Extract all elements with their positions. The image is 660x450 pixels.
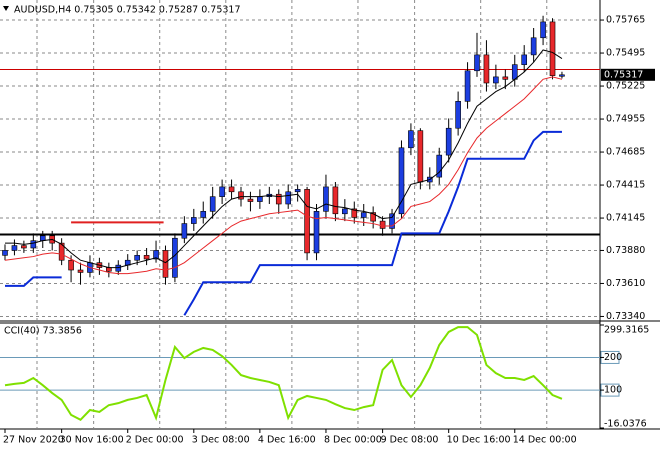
last-price-label: 0.75317 — [604, 69, 643, 80]
candle-body — [219, 186, 225, 197]
candle-body — [408, 130, 414, 149]
last-price-box — [601, 68, 655, 81]
candle-body — [474, 54, 480, 72]
candle-body — [162, 250, 169, 278]
x-tick-label: 9 Dec 08:00 — [381, 435, 439, 446]
candle-body — [11, 245, 18, 251]
y-tick-label: 0.73610 — [606, 278, 645, 289]
candle-body — [2, 250, 8, 256]
candle-body — [323, 186, 329, 212]
candle-body — [436, 154, 443, 178]
candle-body — [304, 189, 310, 254]
y-tick-label: 0.75225 — [606, 81, 645, 92]
y-tick-label: 0.74685 — [606, 147, 645, 158]
candle-body — [370, 212, 376, 222]
candle-body — [530, 37, 537, 56]
candle-body — [360, 212, 367, 218]
indicator-line — [4, 76, 563, 275]
candle-body — [257, 196, 263, 202]
x-tick-label: 27 Nov 2020 — [3, 435, 64, 446]
x-tick-label: 14 Dec 00:00 — [513, 435, 577, 446]
x-tick-label: 2 Dec 00:00 — [126, 435, 184, 446]
x-tick-label: 4 Dec 16:00 — [258, 435, 316, 446]
y-tick-label: 0.75765 — [606, 15, 645, 26]
indicator-line — [183, 130, 562, 316]
candle-body — [342, 208, 348, 215]
candle-body — [493, 76, 499, 84]
candle-body — [143, 255, 150, 260]
candle-body — [445, 127, 452, 156]
candle-body — [134, 255, 140, 261]
indicator-title: CCI(40) 73.3856 — [4, 326, 82, 337]
y-tick-label: 0.73340 — [606, 311, 645, 322]
candle-body — [30, 240, 37, 249]
candle-body — [559, 74, 565, 77]
candle-body — [115, 264, 122, 272]
candle-body — [417, 130, 424, 183]
candle-body — [68, 259, 74, 271]
candle-body — [238, 191, 244, 200]
candle-body — [483, 54, 490, 84]
indicator-line — [5, 49, 563, 269]
candle-body — [398, 147, 405, 215]
x-tick-label: 8 Dec 00:00 — [324, 435, 382, 446]
candle-body — [275, 193, 282, 205]
x-tick-label: 30 Nov 16:00 — [60, 435, 124, 446]
candle-body — [106, 267, 112, 272]
candle-body — [77, 269, 84, 273]
candle-body — [521, 54, 528, 65]
y-tick-label: 0.74415 — [606, 180, 645, 191]
candle-body — [351, 208, 358, 218]
candle-body — [181, 223, 188, 239]
candle-body — [172, 237, 178, 278]
candle-body — [209, 196, 216, 212]
candle-body — [39, 235, 46, 241]
y-tick-label: 0.75495 — [606, 48, 645, 59]
y-tick-label: 0.74955 — [606, 114, 645, 125]
candle-body — [313, 211, 320, 254]
y-tick-label: 0.73880 — [606, 245, 645, 256]
chart-title: AUDUSD,H4 0.75305 0.75342 0.75287 0.7531… — [14, 5, 241, 16]
candle-body — [332, 186, 339, 215]
candle-body — [549, 21, 556, 76]
candle-body — [285, 191, 292, 205]
y-tick-label: 299.3165 — [604, 325, 649, 336]
candle-body — [294, 189, 301, 193]
candle-body — [379, 220, 386, 229]
y-tick-label: 0.74145 — [606, 213, 645, 224]
y-tick-label: -16.0376 — [604, 419, 647, 430]
y-tick-label: 200 — [604, 352, 622, 363]
y-tick-label: 100 — [604, 385, 622, 396]
candle-body — [502, 76, 509, 80]
candle-body — [58, 242, 65, 261]
candle-body — [21, 245, 27, 249]
candle-body — [153, 250, 159, 260]
candle-body — [455, 101, 461, 129]
x-tick-label: 10 Dec 16:00 — [447, 435, 511, 446]
indicator-line — [5, 276, 62, 287]
candle-body — [389, 213, 395, 229]
candle-body — [247, 198, 254, 202]
candle-body — [191, 217, 197, 224]
menu-triangle — [3, 6, 9, 11]
x-tick-label: 3 Dec 08:00 — [192, 435, 250, 446]
candle-body — [511, 64, 518, 80]
candle-body — [228, 186, 235, 193]
indicator-line — [4, 326, 563, 422]
candle-body — [464, 70, 471, 102]
candle-body — [540, 21, 546, 39]
candle-body — [200, 211, 207, 218]
